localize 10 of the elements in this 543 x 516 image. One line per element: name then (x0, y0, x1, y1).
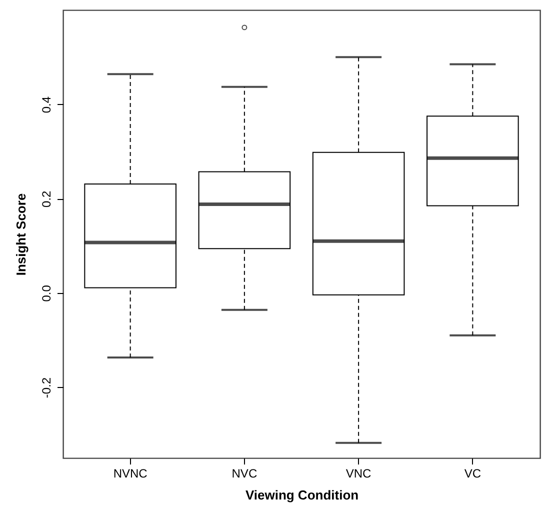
y-tick-label: 0.0 (40, 284, 54, 302)
y-tick-label: 0.2 (40, 190, 54, 208)
x-tick-label: NVC (232, 466, 258, 480)
x-tick-label: VNC (346, 466, 372, 480)
x-tick-label: NVNC (113, 466, 148, 480)
y-tick-label: -0.2 (40, 377, 54, 398)
x-axis-title: Viewing Condition (245, 488, 359, 502)
y-axis-title: Insight Score (14, 193, 28, 276)
y-tick-label: 0.4 (40, 96, 54, 114)
x-tick-label: VC (464, 466, 482, 480)
